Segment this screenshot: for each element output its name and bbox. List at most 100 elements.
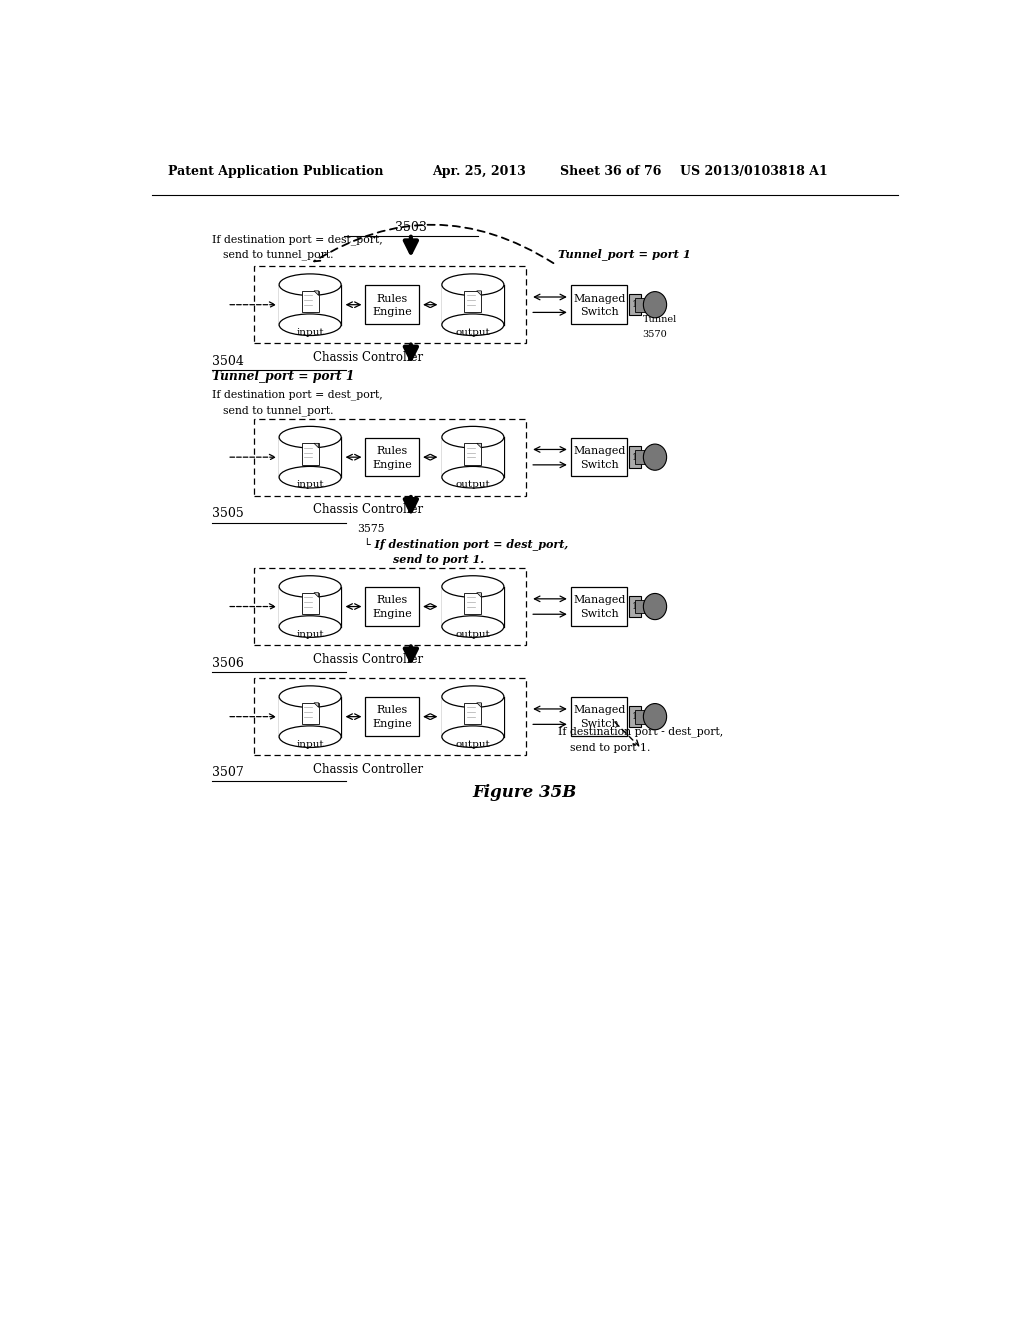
- Text: Chassis Controller: Chassis Controller: [313, 503, 423, 516]
- Text: Apr. 25, 2013: Apr. 25, 2013: [432, 165, 525, 178]
- Text: Switch: Switch: [580, 719, 618, 730]
- Text: send to port 1.: send to port 1.: [569, 743, 650, 752]
- Text: send to tunnel_port.: send to tunnel_port.: [222, 249, 333, 260]
- Text: Managed: Managed: [573, 293, 626, 304]
- Text: Tunnel: Tunnel: [643, 315, 677, 325]
- FancyBboxPatch shape: [635, 450, 649, 465]
- Ellipse shape: [643, 594, 667, 619]
- Text: └ If destination port = dest_port,: └ If destination port = dest_port,: [365, 537, 568, 549]
- Text: Engine: Engine: [373, 719, 412, 730]
- Ellipse shape: [280, 686, 341, 708]
- FancyBboxPatch shape: [464, 444, 481, 465]
- Polygon shape: [314, 290, 318, 296]
- FancyBboxPatch shape: [366, 587, 420, 626]
- FancyBboxPatch shape: [366, 285, 420, 323]
- Text: input: input: [296, 739, 324, 748]
- FancyBboxPatch shape: [302, 444, 318, 465]
- Text: Switch: Switch: [580, 610, 618, 619]
- Text: 3503: 3503: [395, 220, 427, 234]
- FancyBboxPatch shape: [280, 437, 341, 478]
- Text: US 2013/0103818 A1: US 2013/0103818 A1: [680, 165, 827, 178]
- Text: 3507: 3507: [212, 766, 244, 779]
- Text: Chassis Controller: Chassis Controller: [313, 653, 423, 665]
- Text: If destination port = dest_port,: If destination port = dest_port,: [212, 234, 382, 244]
- FancyBboxPatch shape: [635, 599, 649, 614]
- FancyBboxPatch shape: [366, 438, 420, 477]
- FancyBboxPatch shape: [366, 697, 420, 737]
- Text: Rules: Rules: [377, 595, 408, 606]
- FancyBboxPatch shape: [280, 697, 341, 737]
- Text: output: output: [456, 739, 490, 748]
- FancyBboxPatch shape: [280, 285, 341, 325]
- Polygon shape: [477, 290, 481, 296]
- Text: Engine: Engine: [373, 308, 412, 317]
- Polygon shape: [477, 444, 481, 447]
- FancyBboxPatch shape: [629, 595, 641, 618]
- Text: If destination port - dest_port,: If destination port - dest_port,: [558, 727, 723, 738]
- Text: 3504: 3504: [212, 355, 244, 368]
- FancyBboxPatch shape: [442, 437, 504, 478]
- Ellipse shape: [442, 576, 504, 598]
- Polygon shape: [314, 444, 318, 447]
- Ellipse shape: [643, 444, 667, 470]
- FancyBboxPatch shape: [635, 710, 649, 723]
- Text: send to tunnel_port.: send to tunnel_port.: [222, 405, 333, 416]
- Ellipse shape: [442, 616, 504, 638]
- Text: 1: 1: [632, 713, 638, 721]
- Text: Chassis Controller: Chassis Controller: [313, 763, 423, 776]
- Ellipse shape: [280, 576, 341, 598]
- Ellipse shape: [442, 726, 504, 747]
- FancyBboxPatch shape: [571, 697, 627, 737]
- Text: Tunnel_port = port 1: Tunnel_port = port 1: [558, 248, 691, 260]
- Text: Switch: Switch: [580, 459, 618, 470]
- Ellipse shape: [280, 275, 341, 296]
- FancyBboxPatch shape: [302, 290, 318, 313]
- FancyBboxPatch shape: [571, 587, 627, 626]
- Ellipse shape: [643, 292, 667, 318]
- Text: 3505: 3505: [212, 507, 244, 520]
- Text: Chassis Controller: Chassis Controller: [313, 351, 423, 364]
- Text: Rules: Rules: [377, 446, 408, 455]
- Text: Figure 35B: Figure 35B: [473, 784, 577, 801]
- Ellipse shape: [280, 426, 341, 447]
- Polygon shape: [477, 593, 481, 598]
- Text: If destination port = dest_port,: If destination port = dest_port,: [212, 389, 382, 400]
- Ellipse shape: [280, 466, 341, 488]
- Text: 1: 1: [632, 602, 638, 611]
- Text: Rules: Rules: [377, 293, 408, 304]
- Text: Engine: Engine: [373, 610, 412, 619]
- FancyBboxPatch shape: [464, 593, 481, 614]
- FancyBboxPatch shape: [464, 290, 481, 313]
- Polygon shape: [477, 702, 481, 708]
- Ellipse shape: [280, 314, 341, 335]
- Text: send to port 1.: send to port 1.: [393, 554, 484, 565]
- Text: 3575: 3575: [356, 524, 384, 535]
- Ellipse shape: [442, 275, 504, 296]
- Text: output: output: [456, 480, 490, 490]
- Ellipse shape: [442, 314, 504, 335]
- FancyBboxPatch shape: [442, 586, 504, 627]
- FancyBboxPatch shape: [571, 285, 627, 323]
- Ellipse shape: [280, 726, 341, 747]
- FancyBboxPatch shape: [571, 438, 627, 477]
- Ellipse shape: [643, 704, 667, 730]
- FancyBboxPatch shape: [464, 702, 481, 725]
- Text: Switch: Switch: [580, 308, 618, 317]
- Text: output: output: [456, 327, 490, 337]
- Text: 1: 1: [632, 300, 638, 309]
- Ellipse shape: [280, 616, 341, 638]
- FancyBboxPatch shape: [442, 697, 504, 737]
- Text: 3570: 3570: [643, 330, 668, 339]
- Ellipse shape: [442, 466, 504, 488]
- FancyBboxPatch shape: [629, 446, 641, 469]
- Ellipse shape: [442, 426, 504, 447]
- FancyBboxPatch shape: [442, 285, 504, 325]
- FancyBboxPatch shape: [629, 706, 641, 727]
- Polygon shape: [314, 702, 318, 708]
- Polygon shape: [314, 593, 318, 598]
- Text: Patent Application Publication: Patent Application Publication: [168, 165, 384, 178]
- Text: output: output: [456, 630, 490, 639]
- FancyBboxPatch shape: [629, 294, 641, 315]
- FancyBboxPatch shape: [302, 593, 318, 614]
- Text: Engine: Engine: [373, 459, 412, 470]
